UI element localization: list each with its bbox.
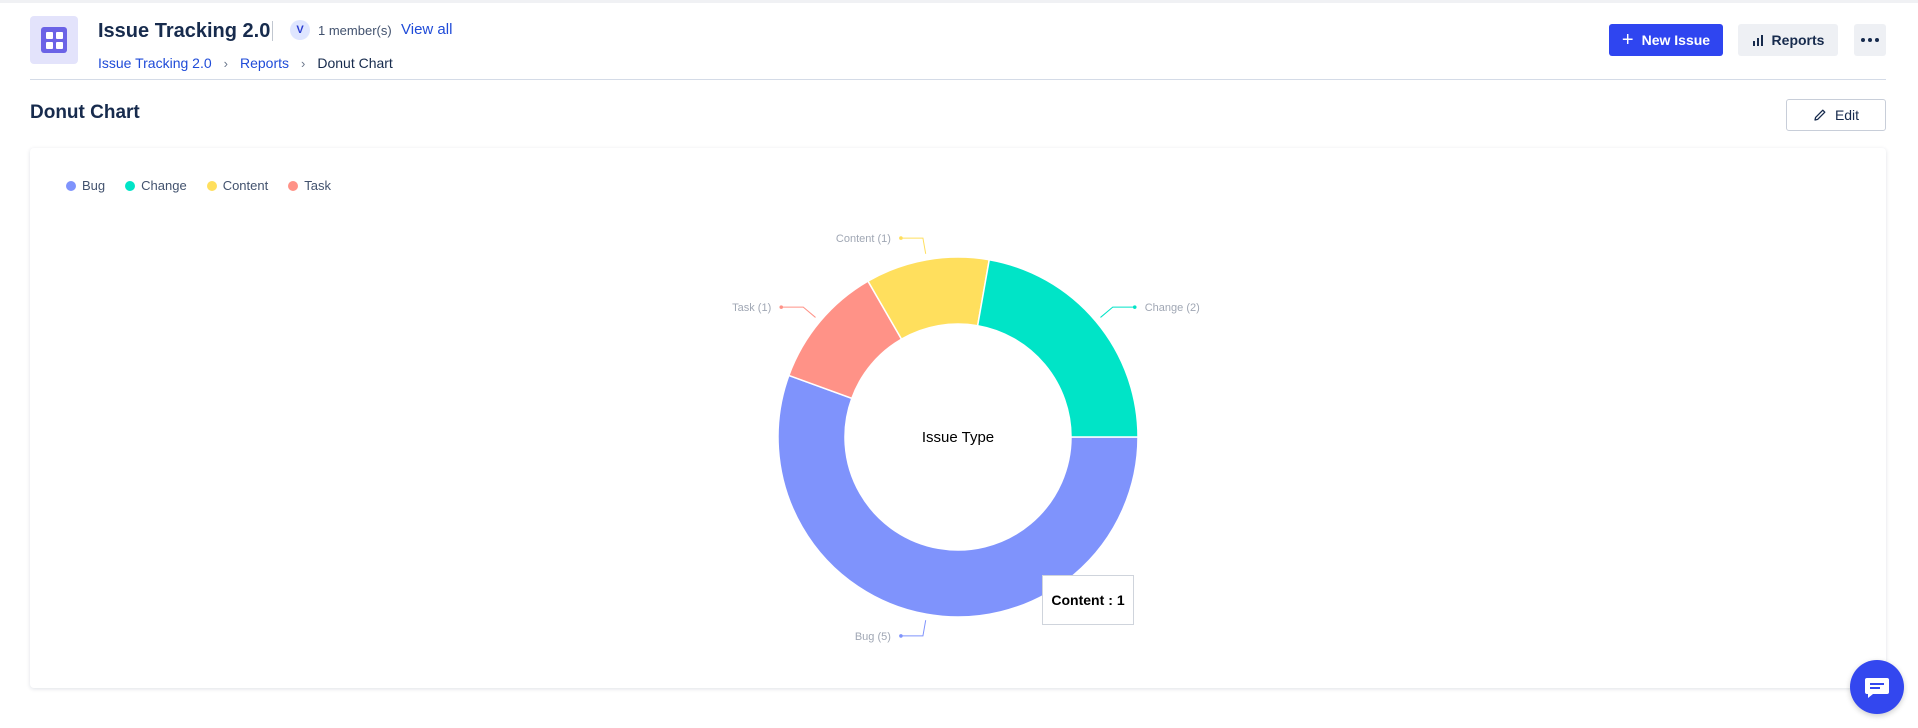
- chart-tooltip: Content : 1: [1042, 575, 1134, 625]
- breadcrumb-current: Donut Chart: [317, 55, 393, 71]
- plus-icon: +: [1621, 29, 1634, 51]
- chat-icon: [1865, 678, 1889, 698]
- data-label-task: Task (1): [732, 302, 771, 314]
- tooltip-value: : 1: [1108, 592, 1125, 608]
- bar-chart-icon: [1752, 35, 1763, 46]
- project-icon[interactable]: [30, 16, 78, 64]
- top-border: [0, 0, 1918, 3]
- data-label-bug: Bug (5): [855, 631, 891, 643]
- legend-swatch-task: [288, 180, 299, 191]
- edit-button[interactable]: Edit: [1786, 99, 1886, 131]
- center-label: Issue Type: [922, 429, 994, 446]
- chart-legend: Bug Change Content Task: [66, 178, 331, 193]
- pencil-icon: [1814, 109, 1826, 121]
- breadcrumb-reports[interactable]: Reports: [239, 55, 289, 71]
- leader-dot-content: [899, 236, 903, 240]
- legend-label-bug: Bug: [82, 178, 106, 193]
- legend-item-task[interactable]: Task: [288, 178, 331, 193]
- new-issue-button[interactable]: + New Issue: [1609, 24, 1723, 56]
- legend-swatch-bug: [66, 180, 76, 191]
- page-title: Donut Chart: [30, 102, 140, 123]
- title-divider: [272, 21, 273, 41]
- leader-line-bug: [900, 620, 927, 637]
- avatar[interactable]: V: [290, 20, 310, 40]
- legend-label-change: Change: [141, 178, 187, 193]
- header-divider: [30, 79, 1886, 80]
- leader-line-task: [781, 306, 816, 318]
- chat-button[interactable]: [1850, 660, 1904, 714]
- breadcrumb: Issue Tracking 2.0 › Reports › Donut Cha…: [98, 55, 393, 71]
- leader-line-content: [900, 237, 927, 254]
- leader-dot-change: [1132, 305, 1137, 309]
- breadcrumb-project[interactable]: Issue Tracking 2.0: [98, 55, 212, 71]
- legend-swatch-content: [206, 180, 217, 191]
- legend-swatch-change: [125, 180, 136, 191]
- legend-label-content: Content: [222, 178, 269, 193]
- data-label-content: Content (1): [836, 233, 891, 245]
- tooltip-label: Content: [1051, 592, 1105, 608]
- slice-change[interactable]: [976, 258, 1139, 438]
- legend-item-bug[interactable]: Bug: [66, 178, 105, 193]
- legend-item-content[interactable]: Content: [206, 178, 269, 193]
- leader-line-change: [1100, 306, 1135, 318]
- dot: [1875, 38, 1879, 42]
- grid-icon: [41, 27, 67, 53]
- edit-label: Edit: [1834, 107, 1860, 123]
- data-label-change: Change (2): [1145, 302, 1200, 314]
- more-options-button[interactable]: [1854, 24, 1886, 56]
- chevron-right-icon: ›: [223, 55, 228, 71]
- leader-dot-task: [779, 305, 784, 309]
- member-count: 1 member(s): [318, 23, 392, 38]
- legend-item-change[interactable]: Change: [125, 178, 187, 193]
- dot: [1868, 38, 1872, 42]
- reports-button[interactable]: Reports: [1738, 24, 1838, 56]
- dot: [1861, 38, 1865, 42]
- leader-dot-bug: [899, 634, 903, 638]
- new-issue-label: New Issue: [1641, 32, 1711, 48]
- legend-label-task: Task: [304, 178, 331, 193]
- project-title: Issue Tracking 2.0: [98, 20, 271, 42]
- reports-label: Reports: [1771, 32, 1825, 48]
- view-all-link[interactable]: View all: [401, 21, 453, 38]
- chevron-right-icon: ›: [301, 55, 306, 71]
